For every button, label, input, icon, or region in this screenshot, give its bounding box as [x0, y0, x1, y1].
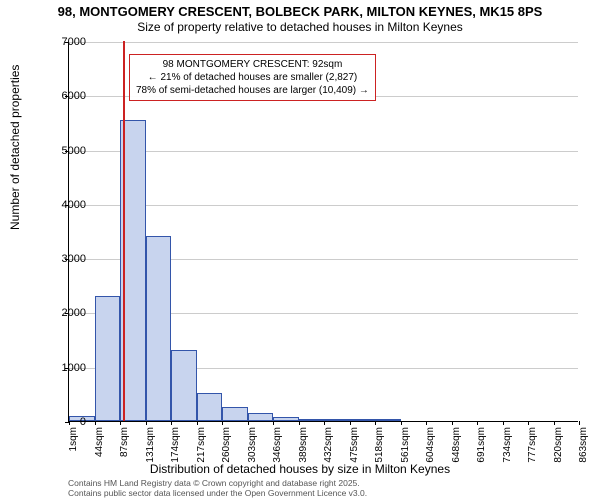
- histogram-bar: [171, 350, 197, 421]
- annotation-line2: ← 21% of detached houses are smaller (2,…: [136, 71, 369, 84]
- x-tick-mark: [477, 421, 478, 425]
- x-tick-mark: [452, 421, 453, 425]
- histogram-bar: [375, 419, 401, 421]
- chart-title-sub: Size of property relative to detached ho…: [0, 20, 600, 34]
- x-tick-mark: [146, 421, 147, 425]
- x-tick-label: 44sqm: [94, 427, 105, 477]
- x-tick-mark: [528, 421, 529, 425]
- histogram-bar: [324, 419, 350, 421]
- x-tick-label: 648sqm: [451, 427, 462, 477]
- x-tick-mark: [401, 421, 402, 425]
- annotation-line1: 98 MONTGOMERY CRESCENT: 92sqm: [136, 58, 369, 71]
- y-tick-label: 7000: [46, 36, 86, 48]
- y-tick-label: 0: [46, 416, 86, 428]
- histogram-bar: [248, 413, 274, 421]
- x-tick-mark: [299, 421, 300, 425]
- plot-area: 98 MONTGOMERY CRESCENT: 92sqm← 21% of de…: [68, 42, 578, 422]
- x-tick-label: 691sqm: [476, 427, 487, 477]
- annotation-box: 98 MONTGOMERY CRESCENT: 92sqm← 21% of de…: [129, 54, 376, 101]
- x-tick-mark: [222, 421, 223, 425]
- histogram-bar: [299, 419, 325, 421]
- x-tick-label: 863sqm: [578, 427, 589, 477]
- footer-line1: Contains HM Land Registry data © Crown c…: [68, 478, 367, 488]
- x-tick-mark: [426, 421, 427, 425]
- x-tick-mark: [579, 421, 580, 425]
- histogram-bar: [273, 417, 299, 421]
- annotation-line3: 78% of semi-detached houses are larger (…: [136, 84, 369, 97]
- histogram-bar: [95, 296, 121, 421]
- histogram-bar: [222, 407, 248, 421]
- x-tick-label: 131sqm: [145, 427, 156, 477]
- y-tick-label: 5000: [46, 145, 86, 157]
- x-tick-label: 561sqm: [400, 427, 411, 477]
- x-tick-label: 734sqm: [502, 427, 513, 477]
- footer-line2: Contains public sector data licensed und…: [68, 488, 367, 498]
- x-tick-mark: [375, 421, 376, 425]
- y-tick-label: 2000: [46, 307, 86, 319]
- x-tick-label: 820sqm: [553, 427, 564, 477]
- histogram-bar: [350, 419, 376, 421]
- x-tick-label: 518sqm: [374, 427, 385, 477]
- y-axis-label: Number of detached properties: [8, 65, 22, 230]
- property-marker-line: [123, 41, 125, 421]
- histogram-bar: [197, 393, 223, 421]
- x-tick-label: 174sqm: [170, 427, 181, 477]
- x-tick-label: 777sqm: [527, 427, 538, 477]
- x-tick-mark: [554, 421, 555, 425]
- x-tick-label: 604sqm: [425, 427, 436, 477]
- x-tick-mark: [324, 421, 325, 425]
- x-tick-mark: [350, 421, 351, 425]
- x-tick-mark: [171, 421, 172, 425]
- y-tick-label: 3000: [46, 253, 86, 265]
- x-tick-label: 217sqm: [196, 427, 207, 477]
- x-tick-label: 389sqm: [298, 427, 309, 477]
- y-tick-label: 1000: [46, 362, 86, 374]
- x-tick-mark: [197, 421, 198, 425]
- chart-container: 98, MONTGOMERY CRESCENT, BOLBECK PARK, M…: [0, 0, 600, 500]
- y-tick-label: 4000: [46, 199, 86, 211]
- footer-attribution: Contains HM Land Registry data © Crown c…: [68, 478, 367, 498]
- chart-title-main: 98, MONTGOMERY CRESCENT, BOLBECK PARK, M…: [0, 4, 600, 19]
- x-tick-mark: [95, 421, 96, 425]
- x-tick-mark: [503, 421, 504, 425]
- x-tick-mark: [248, 421, 249, 425]
- x-tick-label: 303sqm: [247, 427, 258, 477]
- histogram-bar: [146, 236, 172, 421]
- x-tick-label: 475sqm: [349, 427, 360, 477]
- x-tick-label: 260sqm: [221, 427, 232, 477]
- x-tick-label: 1sqm: [68, 427, 79, 477]
- x-tick-label: 346sqm: [272, 427, 283, 477]
- x-tick-label: 432sqm: [323, 427, 334, 477]
- x-tick-label: 87sqm: [119, 427, 130, 477]
- x-tick-mark: [273, 421, 274, 425]
- y-tick-label: 6000: [46, 90, 86, 102]
- gridline: [69, 42, 578, 43]
- x-tick-mark: [120, 421, 121, 425]
